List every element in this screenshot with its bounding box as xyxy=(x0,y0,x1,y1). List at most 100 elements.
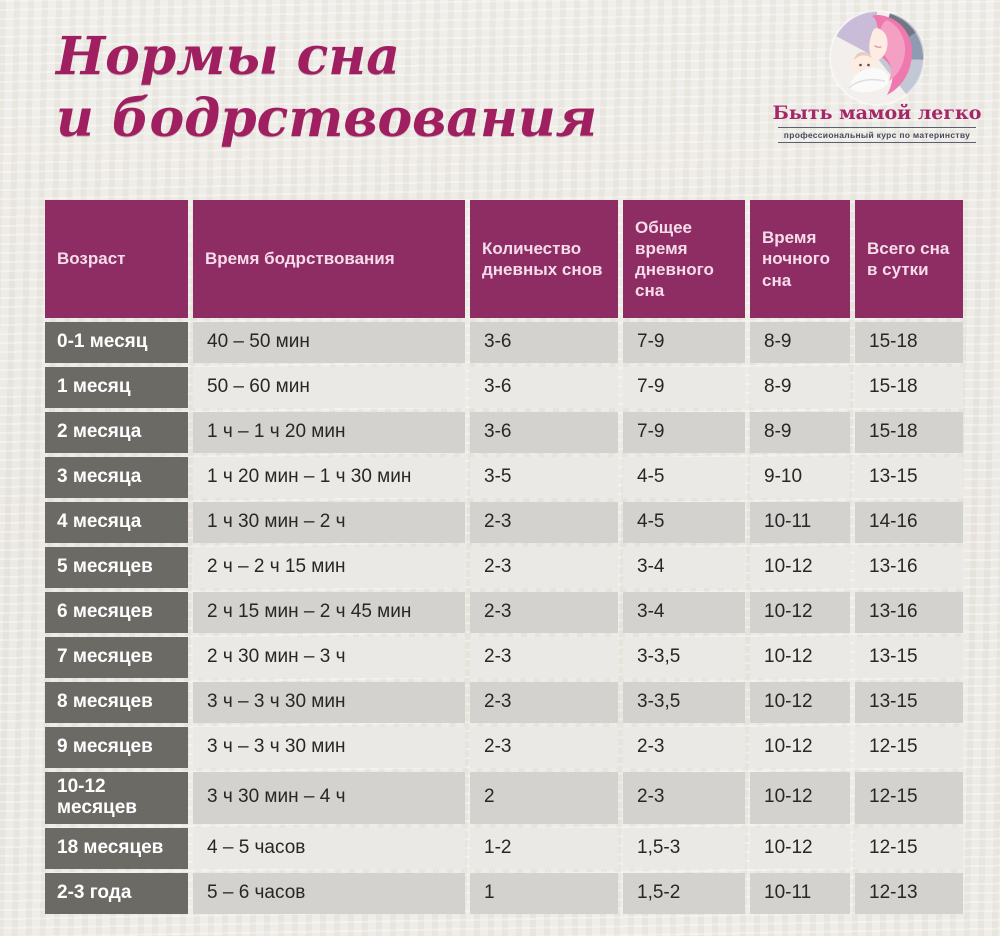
value-cell: 2-3 xyxy=(470,682,618,723)
value-cell: 10-11 xyxy=(750,872,850,914)
value-cell: 10-11 xyxy=(750,502,850,543)
value-cell: 1-2 xyxy=(470,827,618,869)
brand-logo: Быть мамой легко профессиональный курс п… xyxy=(770,8,984,143)
value-cell: 13-15 xyxy=(855,637,963,678)
value-cell: 7-9 xyxy=(623,367,745,408)
table-row: 3 месяца 1 ч 20 мин – 1 ч 30 мин 3-5 4-5 9-1… xyxy=(45,457,963,498)
column-header-day-sleep: Общее время дневного сна xyxy=(623,200,745,318)
column-header-naps-count: Количество дневных снов xyxy=(470,200,618,318)
value-cell: 3-6 xyxy=(470,322,618,363)
value-cell: 2 xyxy=(470,772,618,824)
value-cell: 15-18 xyxy=(855,367,963,408)
value-cell: 10-12 xyxy=(750,772,850,824)
value-cell: 3-3,5 xyxy=(623,682,745,723)
value-cell: 2-3 xyxy=(470,637,618,678)
value-cell: 10-12 xyxy=(750,682,850,723)
value-cell: 10-12 xyxy=(750,827,850,869)
mother-and-baby-icon xyxy=(829,10,925,106)
value-cell: 5 – 6 часов xyxy=(193,872,465,914)
value-cell: 1 ч 20 мин – 1 ч 30 мин xyxy=(193,457,465,498)
age-cell: 5 месяцев xyxy=(45,547,188,588)
table-row: 4 месяца 1 ч 30 мин – 2 ч 2-3 4-5 10-11 14-16 xyxy=(45,502,963,543)
page-title-line2: и бодрствования xyxy=(56,88,598,150)
value-cell: 4-5 xyxy=(623,457,745,498)
value-cell: 10-12 xyxy=(750,592,850,633)
value-cell: 4 – 5 часов xyxy=(193,827,465,869)
header-row: Возраст Время бодрствования Количество д… xyxy=(45,200,963,318)
page-title: Нормы сна и бодрствования xyxy=(56,26,597,151)
column-header-night-sleep: Время ночного сна xyxy=(750,200,850,318)
table-row: 6 месяцев 2 ч 15 мин – 2 ч 45 мин 2-3 3-4 10… xyxy=(45,592,963,633)
value-cell: 3 ч – 3 ч 30 мин xyxy=(193,682,465,723)
value-cell: 2-3 xyxy=(470,502,618,543)
value-cell: 2-3 xyxy=(623,727,745,768)
value-cell: 12-13 xyxy=(855,872,963,914)
table-row: 5 месяцев 2 ч – 2 ч 15 мин 2-3 3-4 10-12 13-1… xyxy=(45,547,963,588)
age-cell: 3 месяца xyxy=(45,457,188,498)
value-cell: 1,5-2 xyxy=(623,872,745,914)
value-cell: 12-15 xyxy=(855,827,963,869)
value-cell: 10-12 xyxy=(750,547,850,588)
brand-tagline: профессиональный курс по материнству xyxy=(778,127,976,143)
value-cell: 2-3 xyxy=(470,727,618,768)
value-cell: 2 ч 30 мин – 3 ч xyxy=(193,637,465,678)
value-cell: 3-6 xyxy=(470,367,618,408)
table-row: 8 месяцев 3 ч – 3 ч 30 мин 2-3 3-3,5 10-12 13… xyxy=(45,682,963,723)
column-header-wake-time: Время бодрствования xyxy=(193,200,465,318)
value-cell: 13-15 xyxy=(855,457,963,498)
value-cell: 10-12 xyxy=(750,727,850,768)
value-cell: 3-4 xyxy=(623,547,745,588)
value-cell: 1 ч – 1 ч 20 мин xyxy=(193,412,465,453)
table-row: 18 месяцев 4 – 5 часов 1-2 1,5-3 10-12 12-15 xyxy=(45,827,963,869)
value-cell: 50 – 60 мин xyxy=(193,367,465,408)
value-cell: 2-3 xyxy=(470,547,618,588)
age-cell: 4 месяца xyxy=(45,502,188,543)
column-header-total-sleep: Всего сна в сутки xyxy=(855,200,963,318)
age-cell: 6 месяцев xyxy=(45,592,188,633)
age-cell: 10-12 месяцев xyxy=(45,772,188,824)
value-cell: 13-16 xyxy=(855,592,963,633)
age-cell: 2 месяца xyxy=(45,412,188,453)
value-cell: 2 ч 15 мин – 2 ч 45 мин xyxy=(193,592,465,633)
value-cell: 14-16 xyxy=(855,502,963,543)
value-cell: 3-4 xyxy=(623,592,745,633)
table-row: 9 месяцев 3 ч – 3 ч 30 мин 2-3 2-3 10-12 12-1… xyxy=(45,727,963,768)
value-cell: 3 ч – 3 ч 30 мин xyxy=(193,727,465,768)
table-row: 2 месяца 1 ч – 1 ч 20 мин 3-6 7-9 8-9 15-18 xyxy=(45,412,963,453)
value-cell: 8-9 xyxy=(750,412,850,453)
value-cell: 15-18 xyxy=(855,412,963,453)
table-row: 7 месяцев 2 ч 30 мин – 3 ч 2-3 3-3,5 10-12 13… xyxy=(45,637,963,678)
value-cell: 3 ч 30 мин – 4 ч xyxy=(193,772,465,824)
value-cell: 3-6 xyxy=(470,412,618,453)
value-cell: 1,5-3 xyxy=(623,827,745,869)
value-cell: 8-9 xyxy=(750,322,850,363)
value-cell: 13-16 xyxy=(855,547,963,588)
table-row: 10-12 месяцев 3 ч 30 мин – 4 ч 2 2-3 10-12 12… xyxy=(45,772,963,824)
value-cell: 7-9 xyxy=(623,322,745,363)
value-cell: 1 ч 30 мин – 2 ч xyxy=(193,502,465,543)
value-cell: 2-3 xyxy=(623,772,745,824)
age-cell: 9 месяцев xyxy=(45,727,188,768)
value-cell: 1 xyxy=(470,872,618,914)
value-cell: 9-10 xyxy=(750,457,850,498)
value-cell: 3-3,5 xyxy=(623,637,745,678)
value-cell: 12-15 xyxy=(855,727,963,768)
value-cell: 13-15 xyxy=(855,682,963,723)
table-row: 1 месяц 50 – 60 мин 3-6 7-9 8-9 15-18 xyxy=(45,367,963,408)
value-cell: 4-5 xyxy=(623,502,745,543)
age-cell: 1 месяц xyxy=(45,367,188,408)
value-cell: 15-18 xyxy=(855,322,963,363)
age-cell: 8 месяцев xyxy=(45,682,188,723)
value-cell: 3-5 xyxy=(470,457,618,498)
sleep-table: Возраст Время бодрствования Количество д… xyxy=(40,196,968,918)
table-row: 2-3 года 5 – 6 часов 1 1,5-2 10-11 12-13 xyxy=(45,872,963,914)
value-cell: 40 – 50 мин xyxy=(193,322,465,363)
value-cell: 8-9 xyxy=(750,367,850,408)
column-header-age: Возраст xyxy=(45,200,188,318)
value-cell: 2 ч – 2 ч 15 мин xyxy=(193,547,465,588)
value-cell: 7-9 xyxy=(623,412,745,453)
value-cell: 12-15 xyxy=(855,772,963,824)
value-cell: 10-12 xyxy=(750,637,850,678)
value-cell: 2-3 xyxy=(470,592,618,633)
table-row: 0-1 месяц 40 – 50 мин 3-6 7-9 8-9 15-18 xyxy=(45,322,963,363)
